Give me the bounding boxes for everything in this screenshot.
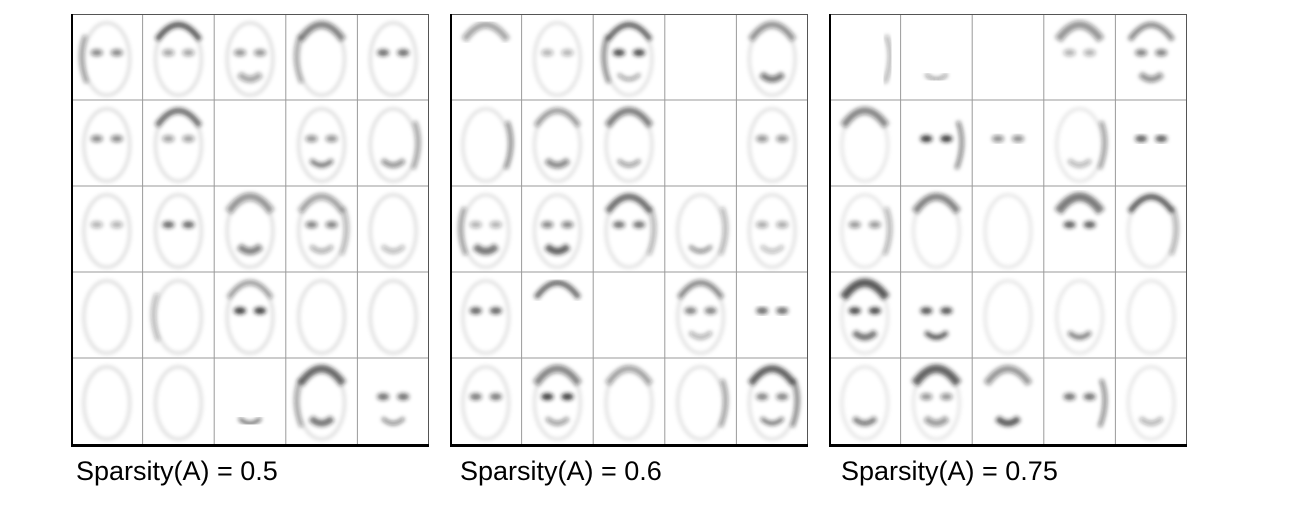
basis-image-cell <box>1127 366 1175 440</box>
basis-image-cell <box>984 280 1032 354</box>
basis-image-cell <box>882 34 893 84</box>
basis-image-cell <box>924 72 949 81</box>
basis-image-cell <box>226 22 274 96</box>
basis-image-cell <box>747 21 797 96</box>
basis-image-cell <box>225 192 275 268</box>
basis-image-cell <box>604 107 654 182</box>
basis-image-cell <box>462 108 514 182</box>
basis-image-cell <box>83 366 131 440</box>
basis-image-cell <box>461 21 510 42</box>
basis-image-cell <box>920 307 953 340</box>
basis-image-cell <box>841 366 889 440</box>
basis-image-cell <box>604 193 657 268</box>
basis-grid-svg <box>450 14 808 447</box>
basis-image-cell <box>533 108 582 182</box>
basis-image-cell <box>79 22 131 96</box>
basis-image-cell <box>1135 135 1168 143</box>
basis-image-cell <box>1127 280 1175 354</box>
basis-image-cell <box>297 280 346 354</box>
basis-image-cell <box>1054 192 1105 229</box>
basis-image-cell <box>983 365 1033 427</box>
basis-image-cell <box>533 22 582 96</box>
basis-image-cell <box>297 193 350 268</box>
basis-image-cell <box>154 107 203 182</box>
basis-grid-svg <box>71 14 429 447</box>
basis-image-cell <box>1055 108 1108 182</box>
basis-image-cell <box>238 417 262 425</box>
basis-image-cell <box>676 366 729 440</box>
basis-image-cell <box>83 194 131 268</box>
basis-image-cell <box>532 364 583 440</box>
basis-image-cell <box>462 280 510 354</box>
basis-image-cell <box>1127 194 1179 268</box>
basis-image-grid-sparsity-0.75 <box>829 14 1187 447</box>
basis-image-cell <box>369 108 421 182</box>
basis-image-cell <box>676 280 725 354</box>
basis-image-cell <box>984 194 1032 268</box>
basis-image-grid-sparsity-0.6 <box>450 14 808 447</box>
basis-image-cell <box>920 120 964 170</box>
basis-image-cell <box>83 280 131 354</box>
basis-image-cell <box>756 307 789 315</box>
basis-image-cell <box>294 21 347 96</box>
basis-image-cell <box>748 194 796 268</box>
basis-image-cell <box>369 194 417 268</box>
basis-image-cell <box>297 108 346 182</box>
basis-image-cell <box>991 135 1025 143</box>
basis-image-cell <box>533 280 582 300</box>
basis-image-cell <box>911 193 961 268</box>
basis-image-cell <box>839 278 890 354</box>
basis-image-cell <box>840 107 890 182</box>
basis-image-cell <box>154 366 203 440</box>
panel-caption-sparsity-0.5: Sparsity(A) = 0.5 <box>76 456 278 486</box>
basis-image-cell <box>1055 280 1104 354</box>
basis-image-cell <box>369 22 417 96</box>
basis-image-cell <box>83 108 131 182</box>
basis-image-cell <box>458 194 510 268</box>
basis-image-cell <box>369 280 417 354</box>
basis-image-cell <box>377 393 410 426</box>
basis-image-cell <box>604 365 654 440</box>
basis-image-cell <box>1054 20 1105 57</box>
basis-image-cell <box>226 280 274 354</box>
panel-caption-sparsity-0.6: Sparsity(A) = 0.6 <box>460 456 662 486</box>
basis-image-cell <box>150 280 203 354</box>
basis-image-cell <box>154 194 203 268</box>
basis-image-cell <box>1127 22 1175 83</box>
basis-image-cell <box>294 364 347 440</box>
basis-image-cell <box>533 194 582 268</box>
basis-image-cell <box>154 22 203 96</box>
basis-image-cell <box>841 194 893 268</box>
basis-image-cell <box>747 365 800 440</box>
basis-image-grid-sparsity-0.5 <box>71 14 429 447</box>
basis-grid-svg <box>829 14 1187 447</box>
panel-caption-sparsity-0.75: Sparsity(A) = 0.75 <box>841 456 1058 486</box>
basis-image-cell <box>676 194 729 268</box>
basis-image-cell <box>748 108 796 182</box>
basis-image-cell <box>1063 378 1108 428</box>
basis-image-cell <box>911 364 962 440</box>
basis-image-cell <box>462 366 510 440</box>
basis-image-cell <box>601 22 653 96</box>
